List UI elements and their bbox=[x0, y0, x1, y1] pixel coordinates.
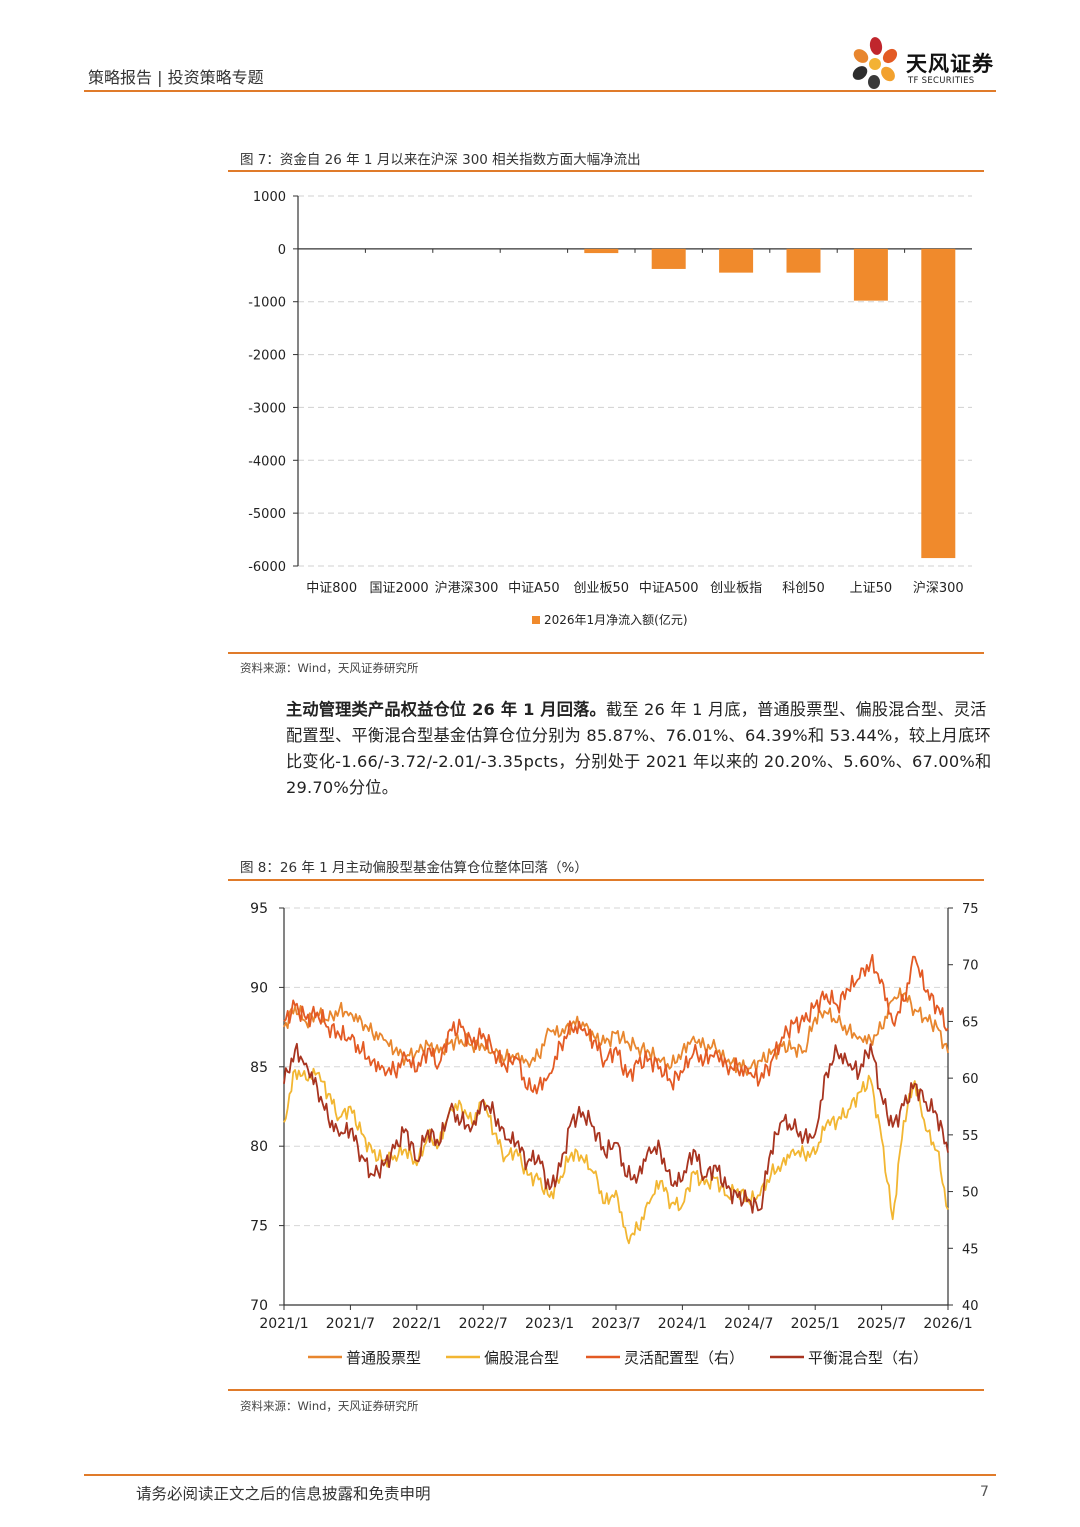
y-tick-label: -1000 bbox=[248, 296, 286, 311]
legend-swatch bbox=[532, 616, 540, 624]
bar-中证A500 bbox=[651, 248, 686, 269]
x-tick-label: 2024/7 bbox=[724, 1316, 773, 1332]
paragraph-lead: 主动管理类产品权益仓位 26 年 1 月回落。 bbox=[286, 700, 606, 719]
paragraph-body: 截至 26 年 1 月底，普通股票型、偏股混合型、灵活配置型、平衡混合型基金估算… bbox=[286, 700, 992, 797]
left-y-tick-label: 95 bbox=[250, 901, 268, 917]
right-y-tick-label: 55 bbox=[962, 1129, 979, 1144]
x-tick-label: 科创50 bbox=[782, 581, 825, 596]
y-tick-label: 1000 bbox=[253, 190, 286, 205]
bar-创业板50 bbox=[584, 248, 619, 254]
x-tick-label: 2025/7 bbox=[857, 1316, 906, 1332]
series-line-1 bbox=[283, 987, 949, 1076]
left-y-tick-label: 90 bbox=[250, 980, 268, 996]
y-tick-label: -5000 bbox=[248, 507, 286, 522]
bar-沪深300 bbox=[921, 248, 956, 559]
bar-上证50 bbox=[853, 248, 888, 301]
x-tick-label: 上证50 bbox=[850, 581, 893, 596]
x-tick-label: 2023/1 bbox=[525, 1316, 574, 1332]
figure7-bottom-rule bbox=[228, 652, 984, 654]
figure8-title: 图 8：26 年 1 月主动偏股型基金估算仓位整体回落（%） bbox=[240, 860, 588, 876]
left-y-tick-label: 70 bbox=[250, 1298, 268, 1314]
x-tick-label: 2021/1 bbox=[259, 1316, 308, 1332]
x-tick-label: 2022/1 bbox=[392, 1316, 441, 1332]
right-y-tick-label: 45 bbox=[962, 1242, 979, 1257]
body-paragraph: 主动管理类产品权益仓位 26 年 1 月回落。截至 26 年 1 月底，普通股票… bbox=[286, 697, 996, 801]
page-number: 7 bbox=[980, 1484, 989, 1500]
figure8-bottom-rule bbox=[228, 1389, 984, 1391]
left-y-tick-label: 75 bbox=[250, 1219, 268, 1235]
x-tick-label: 中证A500 bbox=[639, 581, 699, 596]
x-tick-label: 2022/7 bbox=[459, 1316, 508, 1332]
y-tick-label: -4000 bbox=[248, 454, 286, 469]
tf-flower-logo-icon bbox=[852, 37, 898, 89]
x-tick-label: 国证2000 bbox=[370, 581, 429, 596]
x-tick-label: 创业板50 bbox=[574, 581, 630, 596]
right-y-tick-label: 50 bbox=[962, 1186, 979, 1201]
legend-label: 平衡混合型（右） bbox=[808, 1349, 928, 1367]
x-tick-label: 沪深300 bbox=[913, 580, 964, 596]
bar-创业板指 bbox=[719, 248, 754, 273]
x-tick-label: 2026/1 bbox=[923, 1316, 972, 1332]
logo-english-name: TF SECURITIES bbox=[908, 76, 975, 86]
series-line-2 bbox=[283, 1067, 949, 1245]
report-header: 策略报告 | 投资策略专题 bbox=[88, 68, 264, 87]
footer-disclaimer: 请务必阅读正文之后的信息披露和免责申明 bbox=[136, 1485, 431, 1503]
left-y-tick-label: 85 bbox=[250, 1060, 268, 1076]
x-tick-label: 沪港深300 bbox=[435, 580, 499, 596]
header-divider bbox=[84, 90, 996, 92]
x-tick-label: 2021/7 bbox=[326, 1316, 375, 1332]
x-tick-label: 2024/1 bbox=[658, 1316, 707, 1332]
y-tick-label: -2000 bbox=[248, 349, 286, 364]
right-y-tick-label: 65 bbox=[962, 1015, 979, 1030]
logo-chinese-name: 天风证券 bbox=[906, 52, 994, 76]
right-y-tick-label: 40 bbox=[962, 1299, 979, 1314]
figure7-title: 图 7：资金自 26 年 1 月以来在沪深 300 相关指数方面大幅净流出 bbox=[240, 152, 641, 168]
legend-label: 偏股混合型 bbox=[484, 1349, 559, 1367]
right-y-tick-label: 70 bbox=[962, 959, 979, 974]
right-y-tick-label: 60 bbox=[962, 1072, 979, 1087]
bar-科创50 bbox=[786, 248, 821, 273]
figure7-bar-chart: 1000 0 -1000 -2000 -3000 -4000 -5000 -6000 中证800… bbox=[248, 190, 972, 627]
company-logo: 天风证券 TF SECURITIES bbox=[848, 36, 998, 90]
x-tick-label: 中证A50 bbox=[508, 581, 559, 596]
figure8-line-chart: 95 90 85 80 75 70 75 70 65 60 55 50 45 40 2021/1 2021/7… bbox=[250, 901, 979, 1367]
right-y-tick-label: 75 bbox=[962, 902, 979, 917]
series-line-3 bbox=[283, 954, 949, 1095]
x-tick-label: 创业板指 bbox=[710, 581, 762, 596]
figure7-source: 资料来源：Wind，天风证券研究所 bbox=[240, 661, 419, 675]
x-tick-label: 中证800 bbox=[306, 581, 357, 596]
figure8-top-rule bbox=[228, 879, 984, 881]
figure8-source: 资料来源：Wind，天风证券研究所 bbox=[240, 1399, 419, 1413]
left-y-tick-label: 80 bbox=[250, 1139, 268, 1155]
x-tick-label: 2023/7 bbox=[591, 1316, 640, 1332]
footer-divider bbox=[84, 1474, 996, 1476]
y-tick-label: 0 bbox=[278, 243, 286, 258]
legend-label: 2026年1月净流入额(亿元) bbox=[544, 612, 688, 627]
x-tick-label: 2025/1 bbox=[791, 1316, 840, 1332]
y-tick-label: -3000 bbox=[248, 401, 286, 416]
legend-label: 灵活配置型（右） bbox=[624, 1349, 744, 1367]
legend-label: 普通股票型 bbox=[346, 1349, 421, 1367]
series-line-4 bbox=[283, 1042, 949, 1214]
figure7-top-rule bbox=[228, 170, 984, 172]
y-tick-label: -6000 bbox=[248, 560, 286, 575]
